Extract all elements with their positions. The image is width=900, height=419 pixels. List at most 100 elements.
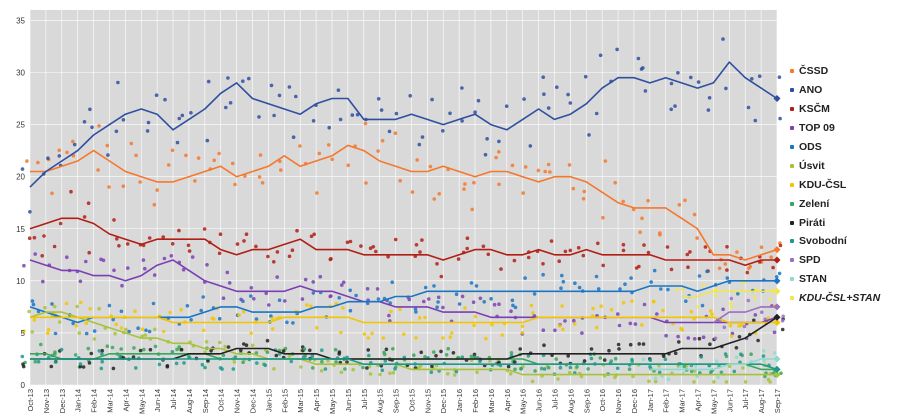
poll-point bbox=[735, 250, 739, 254]
poll-point bbox=[528, 144, 533, 148]
poll-point bbox=[778, 116, 782, 121]
poll-point bbox=[270, 327, 275, 331]
poll-point bbox=[723, 262, 728, 266]
poll-point bbox=[289, 359, 294, 364]
poll-point bbox=[53, 331, 58, 336]
series-end-marker bbox=[773, 287, 781, 295]
poll-point bbox=[555, 85, 559, 89]
legend-item: STAN bbox=[790, 270, 898, 289]
poll-point bbox=[673, 351, 678, 356]
x-tick-label: Apr-17 bbox=[694, 389, 703, 412]
poll-point bbox=[772, 330, 777, 335]
poll-point bbox=[677, 203, 682, 207]
poll-point bbox=[351, 367, 356, 372]
poll-point bbox=[573, 281, 577, 286]
poll-point bbox=[389, 309, 393, 314]
poll-point bbox=[242, 239, 246, 243]
series-line bbox=[712, 306, 777, 324]
poll-point bbox=[53, 360, 58, 364]
poll-point bbox=[760, 310, 764, 315]
poll-point bbox=[553, 328, 557, 333]
poll-point bbox=[457, 302, 462, 306]
poll-point bbox=[558, 365, 563, 370]
poll-point bbox=[326, 143, 331, 147]
x-tick-label: Sep-16 bbox=[582, 389, 591, 413]
poll-point bbox=[386, 254, 390, 259]
poll-point bbox=[218, 232, 223, 236]
poll-point bbox=[723, 352, 728, 356]
poll-point bbox=[521, 191, 525, 195]
poll-point bbox=[379, 108, 384, 112]
poll-point bbox=[641, 66, 645, 70]
x-tick-label: Nov-16 bbox=[614, 389, 623, 413]
legend-item: Úsvit bbox=[790, 156, 898, 175]
poll-point bbox=[382, 350, 386, 355]
poll-point bbox=[185, 304, 190, 308]
poll-point bbox=[582, 189, 587, 194]
poll-point bbox=[642, 302, 647, 307]
poll-point bbox=[634, 266, 639, 270]
poll-point bbox=[203, 365, 207, 370]
poll-point bbox=[317, 151, 322, 156]
series-end-marker bbox=[773, 319, 781, 326]
x-tick-label: Jan-14 bbox=[74, 389, 83, 412]
poll-point bbox=[133, 309, 137, 314]
x-tick-label: Sep-14 bbox=[201, 389, 210, 413]
poll-point bbox=[365, 287, 370, 291]
poll-point bbox=[594, 111, 599, 116]
poll-point bbox=[706, 108, 711, 112]
poll-point bbox=[243, 174, 247, 178]
poll-point bbox=[78, 362, 83, 366]
poll-point bbox=[106, 153, 110, 157]
poll-point bbox=[175, 347, 179, 352]
x-tick-label: May-17 bbox=[709, 389, 718, 414]
poll-point bbox=[615, 47, 619, 52]
poll-point bbox=[681, 287, 685, 291]
poll-point bbox=[750, 77, 754, 81]
poll-point bbox=[536, 168, 541, 173]
poll-point bbox=[602, 358, 607, 362]
poll-point bbox=[267, 303, 271, 307]
poll-point bbox=[546, 106, 551, 110]
poll-point bbox=[714, 359, 719, 364]
poll-point bbox=[721, 307, 725, 312]
series-end-marker bbox=[773, 365, 781, 373]
poll-point bbox=[504, 104, 509, 108]
poll-point bbox=[334, 360, 338, 364]
poll-point bbox=[380, 368, 385, 373]
poll-point bbox=[116, 80, 120, 85]
poll-point bbox=[209, 349, 213, 353]
poll-point bbox=[542, 367, 547, 371]
poll-point bbox=[522, 97, 526, 101]
poll-point bbox=[478, 296, 483, 301]
poll-point bbox=[233, 182, 237, 187]
poll-point bbox=[277, 93, 282, 98]
poll-point bbox=[143, 266, 147, 271]
poll-point bbox=[780, 318, 785, 323]
poll-point bbox=[148, 347, 153, 352]
poll-point bbox=[74, 324, 79, 328]
poll-point bbox=[523, 276, 527, 280]
poll-point bbox=[107, 303, 112, 308]
poll-point bbox=[265, 338, 270, 343]
poll-point bbox=[736, 292, 740, 296]
x-tick-label: Jan-15 bbox=[264, 389, 273, 412]
poll-point bbox=[695, 374, 699, 379]
legend-label: Svobodní bbox=[799, 235, 847, 248]
poll-point bbox=[77, 331, 82, 335]
poll-point bbox=[615, 366, 620, 371]
series-line bbox=[29, 311, 777, 376]
poll-point bbox=[591, 306, 595, 311]
poll-point bbox=[579, 374, 584, 379]
poll-point bbox=[337, 296, 342, 300]
legend-swatch bbox=[790, 239, 794, 244]
poll-point bbox=[153, 344, 158, 349]
poll-point bbox=[81, 365, 86, 369]
poll-point bbox=[82, 215, 87, 219]
poll-point bbox=[596, 287, 601, 291]
poll-point bbox=[165, 364, 170, 369]
poll-point bbox=[72, 142, 77, 147]
poll-point bbox=[721, 37, 725, 41]
legend-item: ANO bbox=[790, 81, 898, 100]
poll-point bbox=[87, 250, 91, 255]
